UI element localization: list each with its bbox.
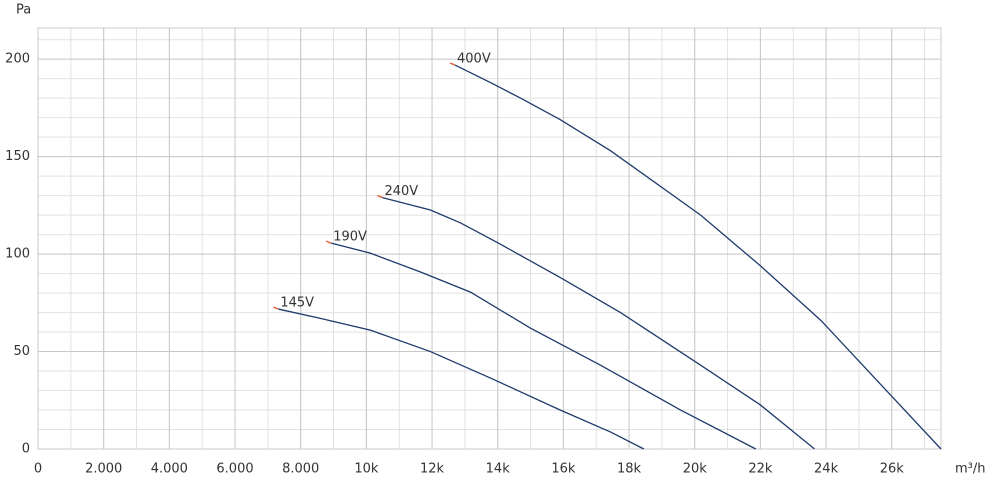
x-tick-label: 8.000 xyxy=(282,462,319,477)
series-line xyxy=(331,242,757,450)
x-tick-label: 4.000 xyxy=(151,462,188,477)
x-tick-label: 0 xyxy=(34,462,42,477)
x-tick-label: 26k xyxy=(880,462,905,477)
series-label: 240V xyxy=(384,184,418,199)
y-tick-label: 150 xyxy=(5,149,30,164)
start-marker xyxy=(449,62,456,66)
y-tick-label: 0 xyxy=(22,442,30,457)
x-axis-label: m³/h xyxy=(955,462,986,477)
x-tick-label: 18k xyxy=(617,462,642,477)
x-tick-label: 6.000 xyxy=(216,462,253,477)
start-marker xyxy=(273,306,279,310)
start-marker xyxy=(325,240,332,244)
x-tick-label: 10k xyxy=(354,462,379,477)
y-tick-label: 50 xyxy=(13,344,30,359)
x-tick-label: 22k xyxy=(748,462,773,477)
x-tick-label: 12k xyxy=(420,462,445,477)
series-label: 190V xyxy=(333,230,367,245)
y-tick-label: 200 xyxy=(5,52,30,67)
series-line xyxy=(454,64,942,450)
x-tick-label: 24k xyxy=(814,462,839,477)
x-tick-label: 14k xyxy=(486,462,511,477)
x-tick-label: 20k xyxy=(683,462,708,477)
x-tick-label: 16k xyxy=(551,462,576,477)
series-label: 400V xyxy=(457,52,491,67)
series-line xyxy=(278,308,645,450)
y-axis-label: Pa xyxy=(16,3,31,18)
start-marker xyxy=(377,194,383,199)
series-label: 145V xyxy=(280,296,314,311)
x-tick-label: 2.000 xyxy=(85,462,122,477)
y-tick-label: 100 xyxy=(5,247,30,262)
series-line xyxy=(382,196,815,450)
